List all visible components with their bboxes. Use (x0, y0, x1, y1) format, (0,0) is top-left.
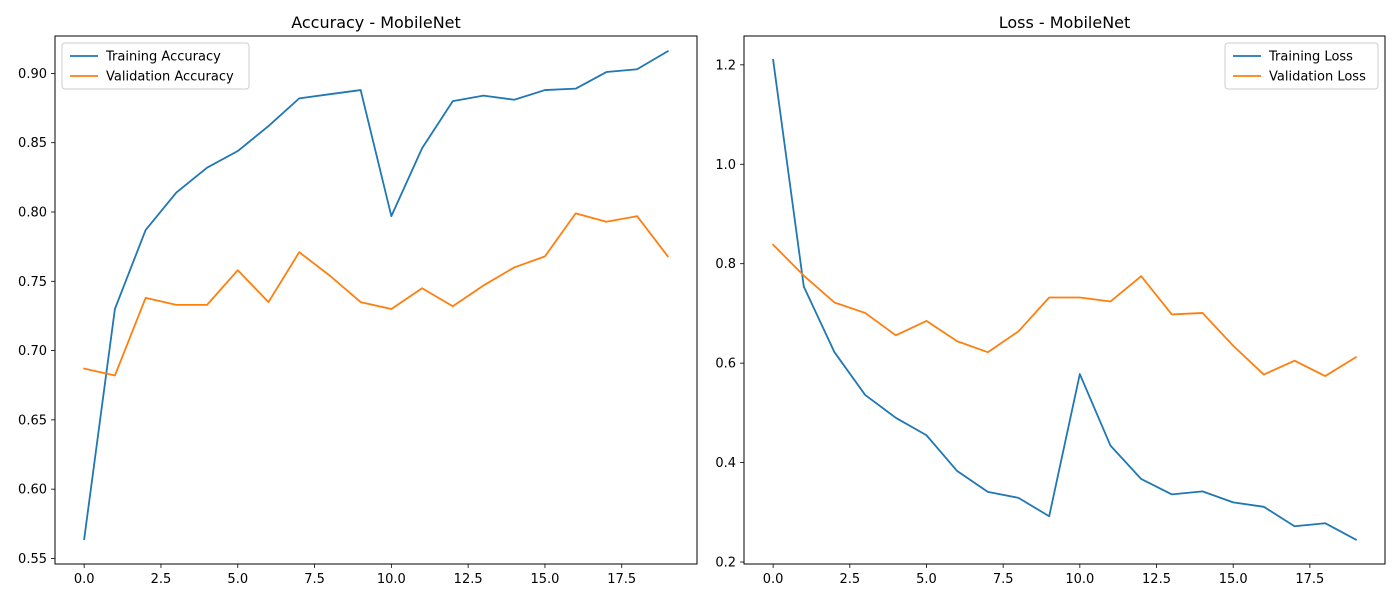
accuracy-chart-title: Accuracy - MobileNet (291, 13, 461, 32)
training-loss-legend-label: Training Loss (1268, 50, 1353, 65)
loss-x-tick-label: 5.0 (916, 572, 937, 587)
loss-x-tick-label: 15.0 (1219, 572, 1248, 587)
accuracy-y-tick-label: 0.75 (18, 275, 47, 290)
loss-x-tick-label: 0.0 (763, 572, 784, 587)
validation-loss-line (771, 243, 1358, 377)
accuracy-x-tick-label: 5.0 (227, 572, 248, 587)
accuracy-y-tick-label: 0.85 (18, 136, 47, 151)
accuracy-y-tick-label: 0.55 (18, 552, 47, 567)
loss-y-tick-label: 0.6 (715, 357, 736, 372)
loss-axes-frame (743, 35, 1386, 565)
accuracy-x-tick-label: 0.0 (74, 572, 95, 587)
accuracy-y-tick-label: 0.70 (18, 344, 47, 359)
accuracy-y-tick-label: 0.90 (18, 67, 47, 82)
validation-accuracy-legend-label: Validation Accuracy (106, 70, 234, 85)
training-loss-line (772, 58, 1358, 541)
loss-x-tick-label: 7.5 (993, 572, 1014, 587)
accuracy-x-tick-label: 2.5 (151, 572, 172, 587)
loss-x-tick-label: 12.5 (1142, 572, 1171, 587)
accuracy-y-tick-label: 0.80 (18, 206, 47, 221)
validation-loss-legend-label: Validation Loss (1269, 70, 1366, 85)
loss-x-tick-label: 17.5 (1295, 572, 1324, 587)
loss-x-tick-label: 10.0 (1065, 572, 1094, 587)
accuracy-x-tick-label: 10.0 (377, 572, 406, 587)
accuracy-legend: Training Accuracy Validation Accuracy (61, 42, 250, 90)
loss-chart-panel: Loss - MobileNet 0.0 2.5 5.0 7.5 10.0 12.5 15.0… (715, 13, 1386, 587)
loss-y-tick-label: 0.4 (715, 456, 736, 471)
accuracy-x-tick-label: 7.5 (304, 572, 325, 587)
accuracy-x-tick-label: 17.5 (607, 572, 636, 587)
accuracy-axes-frame (54, 35, 698, 565)
loss-chart-title: Loss - MobileNet (999, 13, 1131, 32)
loss-x-tick-label: 2.5 (839, 572, 860, 587)
loss-y-tick-label: 0.2 (715, 556, 736, 571)
training-accuracy-legend-label: Training Accuracy (105, 50, 221, 65)
accuracy-chart-panel: Accuracy - MobileNet 0.0 2.5 5.0 7.5 10.0 12.5… (18, 13, 698, 587)
loss-legend-box (1224, 42, 1379, 90)
loss-y-tick-label: 1.0 (715, 158, 736, 173)
loss-y-tick-label: 1.2 (715, 58, 736, 73)
training-accuracy-line (83, 50, 670, 541)
validation-accuracy-line (83, 212, 670, 377)
accuracy-x-tick-label: 12.5 (454, 572, 483, 587)
loss-y-tick-label: 0.8 (715, 257, 736, 272)
accuracy-y-tick-label: 0.65 (18, 413, 47, 428)
accuracy-y-tick-label: 0.60 (18, 483, 47, 498)
loss-legend: Training Loss Validation Loss (1224, 42, 1379, 90)
accuracy-legend-box (61, 42, 250, 90)
accuracy-x-tick-label: 15.0 (530, 572, 559, 587)
